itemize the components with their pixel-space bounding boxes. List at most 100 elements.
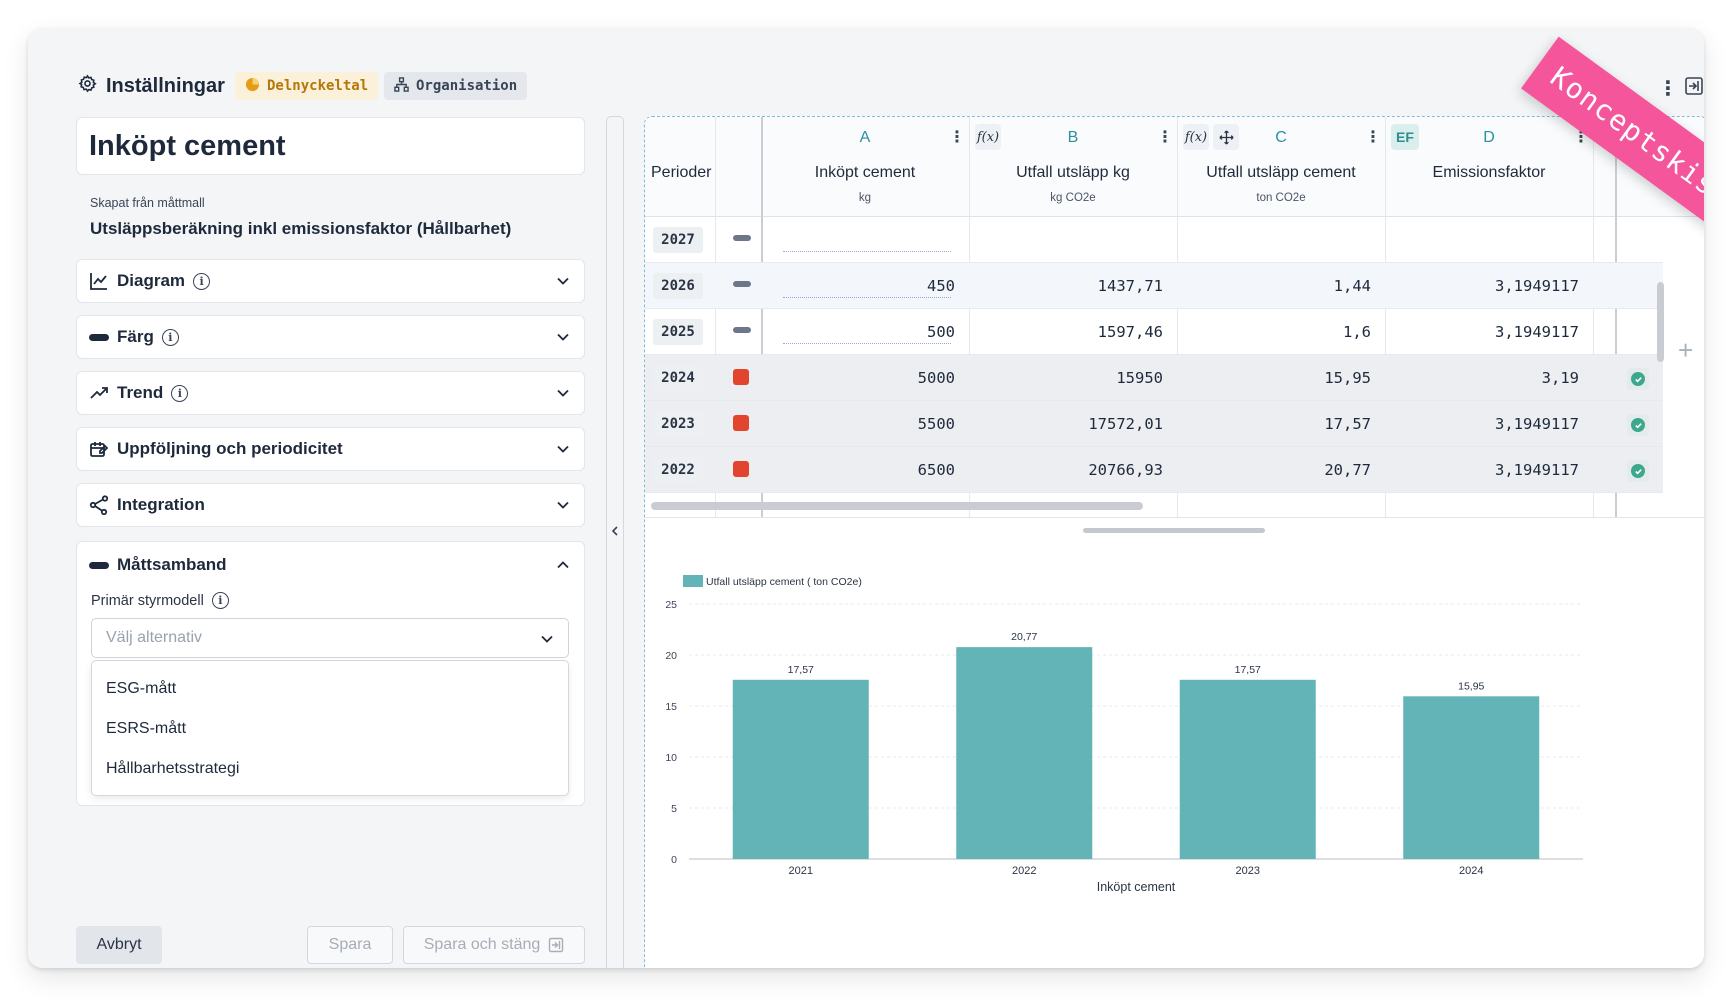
bar [1179,679,1316,859]
check-icon[interactable] [1627,460,1649,482]
y-tick-label: 25 [665,599,677,611]
section-farg-label: Färg [117,327,154,346]
save-button-label: Spara [328,936,372,953]
cancel-button[interactable]: Avbryt [76,926,162,964]
cell-d: 3,19 [1541,369,1579,387]
x-tick-label: 2022 [1012,865,1036,877]
cell-c: 15,95 [1324,369,1371,387]
formula-badge[interactable]: f(x) [975,124,1001,150]
panel-splitter[interactable] [606,116,624,968]
measure-name-text: Inköpt cement [89,129,286,162]
col-c-letter: C [1275,129,1287,146]
add-column-icon[interactable]: + [1678,335,1694,365]
cell-c: 20,77 [1324,461,1371,479]
grid-chart-divider [645,517,1704,518]
legend-label: Utfall utsläpp cement ( ton CO2e) [706,576,862,588]
data-label: 17,57 [1235,664,1261,676]
section-diagram[interactable]: Diagram i [76,259,585,303]
table-row[interactable]: 2025 500 1597,46 1,6 3,1949117 [645,309,1663,355]
page-title-text: Inställningar [106,75,225,97]
section-trend[interactable]: Trend i [76,371,585,415]
col-c-menu-icon[interactable]: ⋮ [1365,129,1381,146]
section-integration-label: Integration [117,495,205,514]
editable-underline [783,343,951,344]
cell-b: 17572,01 [1088,415,1163,433]
save-button[interactable]: Spara [307,926,393,964]
template-caption: Skapat från måttmall [90,196,205,210]
section-uppfoljning[interactable]: Uppföljning och periodicitet [76,427,585,471]
tag-organisation-label: Organisation [416,78,518,94]
col-b-menu-icon[interactable]: ⋮ [1157,129,1173,146]
primary-model-dropdown: ESG-mått ESRS-mått Hållbarhetsstrategi [91,660,569,796]
cell-a[interactable]: 6500 [917,461,955,479]
col-c-name: Utfall utsläpp cement [1206,164,1356,181]
col-b-name: Utfall utsläpp kg [1016,164,1130,181]
cell-a[interactable]: 5500 [917,415,955,433]
table-row[interactable]: 2023 5500 17572,01 17,57 3,1949117 [645,401,1663,447]
cell-a[interactable]: 5000 [917,369,955,387]
section-uppfoljning-label: Uppföljning och periodicitet [117,439,343,458]
primary-model-select[interactable]: Välj alternativ [91,618,569,658]
check-icon[interactable] [1627,368,1649,390]
chevron-left-icon[interactable] [609,525,621,537]
chevron-up-icon[interactable] [556,558,570,572]
table-row[interactable]: 2022 6500 20766,93 20,77 3,1949117 [645,447,1663,493]
more-menu-icon[interactable]: ⋮ [1658,78,1678,100]
data-grid: Perioder A ⋮ Inköpt cement kg f(x) B ⋮ U… [645,117,1704,517]
col-a-name: Inköpt cement [814,164,916,181]
chart-line-icon [89,271,109,291]
col-d-letter: D [1483,129,1495,146]
col-a-unit: kg [858,192,872,204]
col-b-unit: kg CO2e [1050,192,1096,204]
col-divider [1177,117,1178,517]
status-empty-icon [733,235,751,241]
cell-a[interactable]: 500 [927,323,955,341]
primary-model-label-text: Primär styrmodell [91,592,204,609]
cell-a[interactable]: 450 [927,277,955,295]
resize-handle[interactable] [1083,528,1265,533]
y-tick-label: 15 [665,701,677,713]
table-row[interactable]: 2026 450 1437,71 1,44 3,1949117 [645,263,1663,309]
color-pill-icon [89,561,109,569]
info-icon[interactable]: i [171,384,189,402]
editable-underline[interactable] [783,251,951,252]
col-divider [1615,117,1617,517]
section-farg[interactable]: Färg i [76,315,585,359]
table-row[interactable]: 2024 5000 15950 15,95 3,19 [645,355,1663,401]
tag-organisation[interactable]: Organisation [384,72,528,100]
move-icon[interactable] [1213,124,1239,150]
check-icon[interactable] [1627,414,1649,436]
color-pill-icon [89,327,109,347]
period-year: 2025 [653,319,703,345]
data-panel: Perioder A ⋮ Inköpt cement kg f(x) B ⋮ U… [644,116,1704,968]
formula-badge[interactable]: f(x) [1183,124,1209,150]
tag-delnyckeltal[interactable]: Delnyckeltal [235,72,379,100]
save-and-close-button[interactable]: Spara och stäng [403,926,585,964]
trend-up-icon [89,383,109,403]
info-icon[interactable]: i [161,328,179,346]
page-title: Inställningar [78,74,225,99]
info-icon[interactable]: i [193,272,211,290]
chevron-down-icon [541,635,553,643]
option-hallbarhetsstrategi[interactable]: Hållbarhetsstrategi [106,760,240,777]
x-tick-label: 2023 [1236,865,1260,877]
option-esrs[interactable]: ESRS-mått [106,720,187,737]
cell-d: 3,1949117 [1495,277,1579,295]
bar-chart: Utfall utsläpp cement ( ton CO2e) 0 5 10 15 2… [665,575,1583,894]
vertical-scrollbar[interactable] [1657,282,1664,362]
org-tree-icon [394,76,409,96]
cell-b: 15950 [1116,369,1163,387]
col-a-menu-icon[interactable]: ⋮ [949,129,965,146]
exit-panel-icon[interactable] [1684,76,1704,96]
exit-panel-icon [549,937,564,953]
bar [732,679,869,859]
section-mattsamband-header[interactable]: Måttsamband [89,555,227,575]
section-mattsamband: Måttsamband Primär styrmodell i Välj alt… [76,541,585,806]
option-esg[interactable]: ESG-mått [106,680,177,697]
horizontal-scrollbar[interactable] [651,502,1143,510]
section-integration[interactable]: Integration [76,483,585,527]
emission-factor-badge[interactable]: EF [1391,124,1419,150]
info-icon[interactable]: i [211,592,229,609]
measure-name-field[interactable]: Inköpt cement [76,117,585,175]
table-row[interactable]: 2027 [645,217,1663,263]
